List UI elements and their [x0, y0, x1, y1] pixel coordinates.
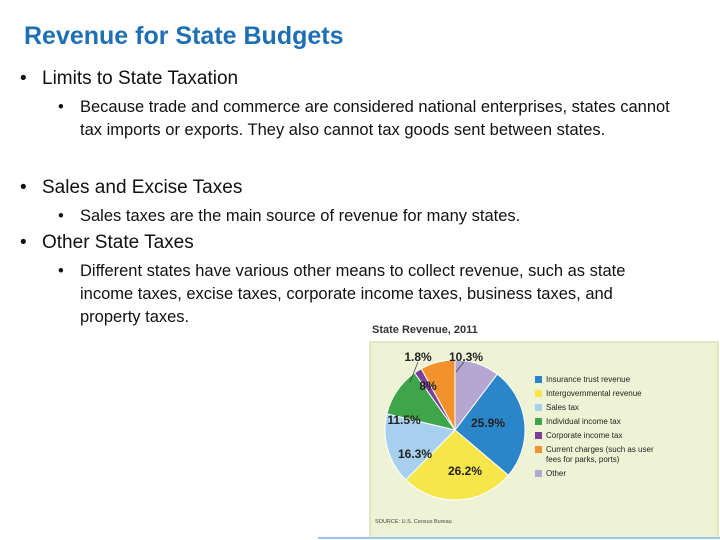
pie-slice	[405, 429, 510, 501]
legend-entry: Corporate income tax	[535, 431, 660, 441]
bullet-text: Limits to State Taxation	[42, 68, 239, 89]
legend-label: Insurance trust revenue	[546, 375, 631, 384]
chart-source: SOURCE: U.S. Census Bureau	[375, 519, 452, 525]
pie-slice	[454, 373, 526, 476]
legend-entry: Intergovernmental revenue	[535, 389, 660, 399]
data-label: 11.5%	[387, 413, 421, 427]
sub-bullet: Different states have various other mean…	[58, 260, 668, 329]
pie-slice	[454, 359, 498, 432]
legend-entry: Current charges (such as user fees for p…	[535, 445, 660, 464]
legend-entry: Insurance trust revenue	[535, 375, 660, 385]
chart-title: State Revenue, 2011	[372, 324, 478, 336]
legend-label: Sales tax	[546, 403, 579, 413]
sub-bullet-text: Sales taxes are the main source of reven…	[80, 207, 521, 225]
data-label: 8%	[419, 379, 437, 393]
legend-swatch	[535, 470, 542, 478]
legend-label: Intergovernmental revenue	[546, 389, 642, 399]
bullet: Limits to State Taxation	[20, 68, 238, 90]
data-label: 10.3%	[449, 350, 483, 364]
data-label: 16.3%	[398, 447, 432, 461]
data-label: 1.8%	[404, 350, 432, 364]
bullet: Sales and Excise Taxes	[20, 177, 242, 199]
legend-label: Other	[546, 469, 567, 479]
legend-entry: Other	[535, 469, 660, 479]
legend-swatch	[535, 418, 542, 426]
chart: State Revenue, 2011 SOURCE: U.S. Census …	[369, 324, 719, 539]
sub-bullet: Sales taxes are the main source of reven…	[58, 205, 678, 228]
bullet-text: Other State Taxes	[42, 232, 194, 253]
data-label: 25.9%	[471, 416, 505, 430]
legend: Insurance trust revenue Intergovernmental…	[535, 375, 660, 483]
data-label: 26.2%	[448, 464, 482, 478]
legend-label: Corporate income tax	[546, 431, 623, 441]
slide-title: Revenue for State Budgets	[24, 22, 344, 50]
leader-line	[409, 361, 419, 383]
legend-label: Individual income tax	[546, 417, 621, 427]
bullet: Other State Taxes	[20, 232, 194, 254]
leader-line	[455, 361, 465, 373]
bullet-text: Sales and Excise Taxes	[42, 177, 243, 198]
sub-bullet-text: Because trade and commerce are considere…	[80, 98, 670, 139]
legend-swatch	[535, 390, 542, 398]
sub-bullet-text: Different states have various other mean…	[80, 262, 626, 326]
sub-bullet: Because trade and commerce are considere…	[58, 96, 678, 142]
legend-label: Current charges (such as user fees for p…	[546, 445, 654, 464]
legend-swatch	[535, 446, 542, 454]
legend-swatch	[535, 376, 542, 383]
legend-entry: Sales tax	[535, 403, 660, 413]
decor-line	[318, 537, 720, 539]
legend-swatch	[535, 404, 542, 412]
legend-entry: Individual income tax	[535, 417, 660, 427]
legend-swatch	[535, 432, 542, 440]
pie-slice	[384, 413, 456, 481]
